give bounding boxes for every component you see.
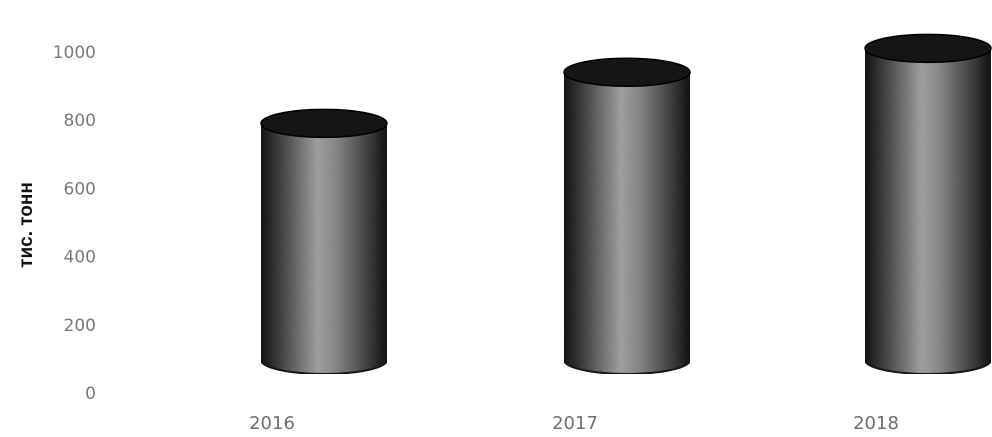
y-tick-label: 200 <box>64 316 96 336</box>
bar-series <box>260 33 992 375</box>
bar-top <box>864 33 992 64</box>
x-tick-label: 2018 <box>853 413 899 434</box>
bar <box>563 57 691 375</box>
bar-body <box>864 47 992 375</box>
bar-body <box>260 122 388 375</box>
y-tick-label: 0 <box>85 384 96 404</box>
bar-body <box>563 71 691 375</box>
x-tick-label: 2017 <box>552 413 598 434</box>
x-tick-label: 2016 <box>249 413 295 434</box>
y-axis-ticks: 0 200 400 600 800 1000 <box>53 43 96 404</box>
y-tick-label: 600 <box>64 179 96 199</box>
y-tick-label: 1000 <box>53 43 96 63</box>
x-axis-labels: 2016 2017 2018 <box>249 413 899 434</box>
y-axis-title: тис. тонн <box>16 182 37 268</box>
y-tick-label: 800 <box>64 111 96 131</box>
bar <box>864 33 992 375</box>
bar-top <box>260 108 388 139</box>
y-tick-label: 400 <box>64 248 96 268</box>
bar <box>260 108 388 375</box>
bar-top <box>563 57 691 87</box>
